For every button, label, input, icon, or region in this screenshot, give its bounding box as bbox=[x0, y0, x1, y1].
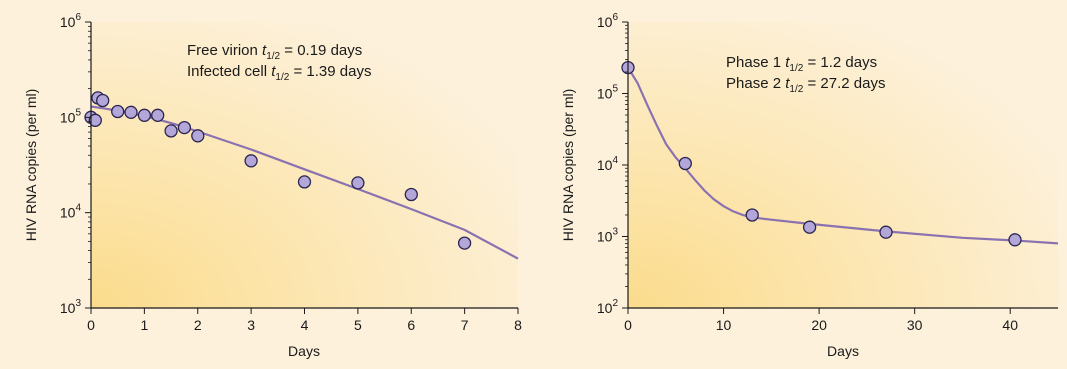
fit-line-right bbox=[627, 67, 1059, 245]
data-point-left bbox=[457, 236, 472, 250]
data-point-right bbox=[802, 220, 817, 234]
y-tick-label-left: 105 bbox=[60, 107, 82, 125]
data-point-left bbox=[244, 154, 258, 168]
data-point-left bbox=[96, 93, 110, 108]
x-tick-label-right: 10 bbox=[716, 317, 732, 333]
data-point-right bbox=[745, 208, 759, 222]
data-point-right bbox=[879, 225, 893, 239]
marks-left bbox=[84, 91, 519, 260]
data-point-left bbox=[124, 105, 138, 119]
y-tick-label-right: 103 bbox=[597, 227, 619, 245]
y-tick-label-left: 106 bbox=[60, 12, 82, 30]
half-life-label-left: Free virion t1/2 = 0.19 days bbox=[187, 42, 362, 62]
x-tick-label-left: 2 bbox=[194, 317, 202, 333]
x-tick-label-left: 5 bbox=[354, 317, 362, 333]
x-tick-label-right: 20 bbox=[811, 317, 827, 333]
axes-left: 0 1 2 3 4 5 6 7 8 103 104 105 106 bbox=[60, 12, 522, 333]
data-point-left bbox=[88, 113, 102, 127]
x-tick-label-right: 40 bbox=[1002, 317, 1018, 333]
plot-area-right bbox=[628, 22, 1058, 308]
half-life-label-right: Phase 2 t1/2 = 27.2 days bbox=[726, 75, 885, 95]
data-point-left bbox=[297, 175, 312, 189]
x-tick-label-left: 7 bbox=[461, 317, 469, 333]
data-point-left bbox=[177, 120, 192, 135]
data-point-right bbox=[678, 156, 692, 171]
plot-area-left bbox=[91, 22, 518, 308]
y-tick-label-right: 102 bbox=[597, 298, 619, 316]
data-point-left bbox=[351, 176, 365, 190]
data-point-left bbox=[111, 104, 125, 119]
x-axis-label-right: Days bbox=[827, 343, 859, 359]
x-axis-label-left: Days bbox=[288, 343, 320, 359]
half-life-label-right: Phase 1 t1/2 = 1.2 days bbox=[726, 54, 877, 74]
x-tick-label-left: 4 bbox=[301, 317, 309, 333]
y-tick-label-right: 105 bbox=[597, 84, 619, 102]
x-tick-label-left: 6 bbox=[407, 317, 415, 333]
chart-right-two-phase: 0 10 20 30 40 102 103 104 105 106 Days HIV RNA co… bbox=[560, 12, 1059, 359]
x-tick-label-right: 30 bbox=[907, 317, 923, 333]
x-tick-label-left: 3 bbox=[247, 317, 255, 333]
y-tick-label-right: 106 bbox=[597, 12, 619, 30]
x-tick-label-left: 1 bbox=[140, 317, 148, 333]
data-point-left bbox=[151, 108, 165, 122]
y-axis-label-left: HIV RNA copies (per ml) bbox=[23, 89, 39, 241]
y-tick-label-right: 104 bbox=[597, 155, 619, 173]
data-point-left bbox=[164, 124, 178, 138]
marks-right bbox=[621, 60, 1059, 247]
data-point-left bbox=[137, 108, 152, 122]
x-tick-label-right: 0 bbox=[624, 317, 632, 333]
chart-left-free-virion: 0 1 2 3 4 5 6 7 8 103 104 105 106 Days HIV RNA copie… bbox=[23, 12, 522, 359]
axes-right: 0 10 20 30 40 102 103 104 105 106 bbox=[597, 12, 1058, 333]
data-point-left bbox=[404, 187, 418, 202]
half-life-label-left: Infected cell t1/2 = 1.39 days bbox=[187, 63, 371, 83]
y-tick-label-left: 104 bbox=[60, 203, 82, 221]
y-axis-label-right: HIV RNA copies (per ml) bbox=[560, 89, 576, 241]
data-point-left bbox=[191, 129, 205, 143]
x-tick-label-left: 8 bbox=[514, 317, 522, 333]
y-tick-label-left: 103 bbox=[60, 298, 82, 316]
x-tick-label-left: 0 bbox=[87, 317, 95, 333]
data-point-right bbox=[1008, 233, 1022, 247]
